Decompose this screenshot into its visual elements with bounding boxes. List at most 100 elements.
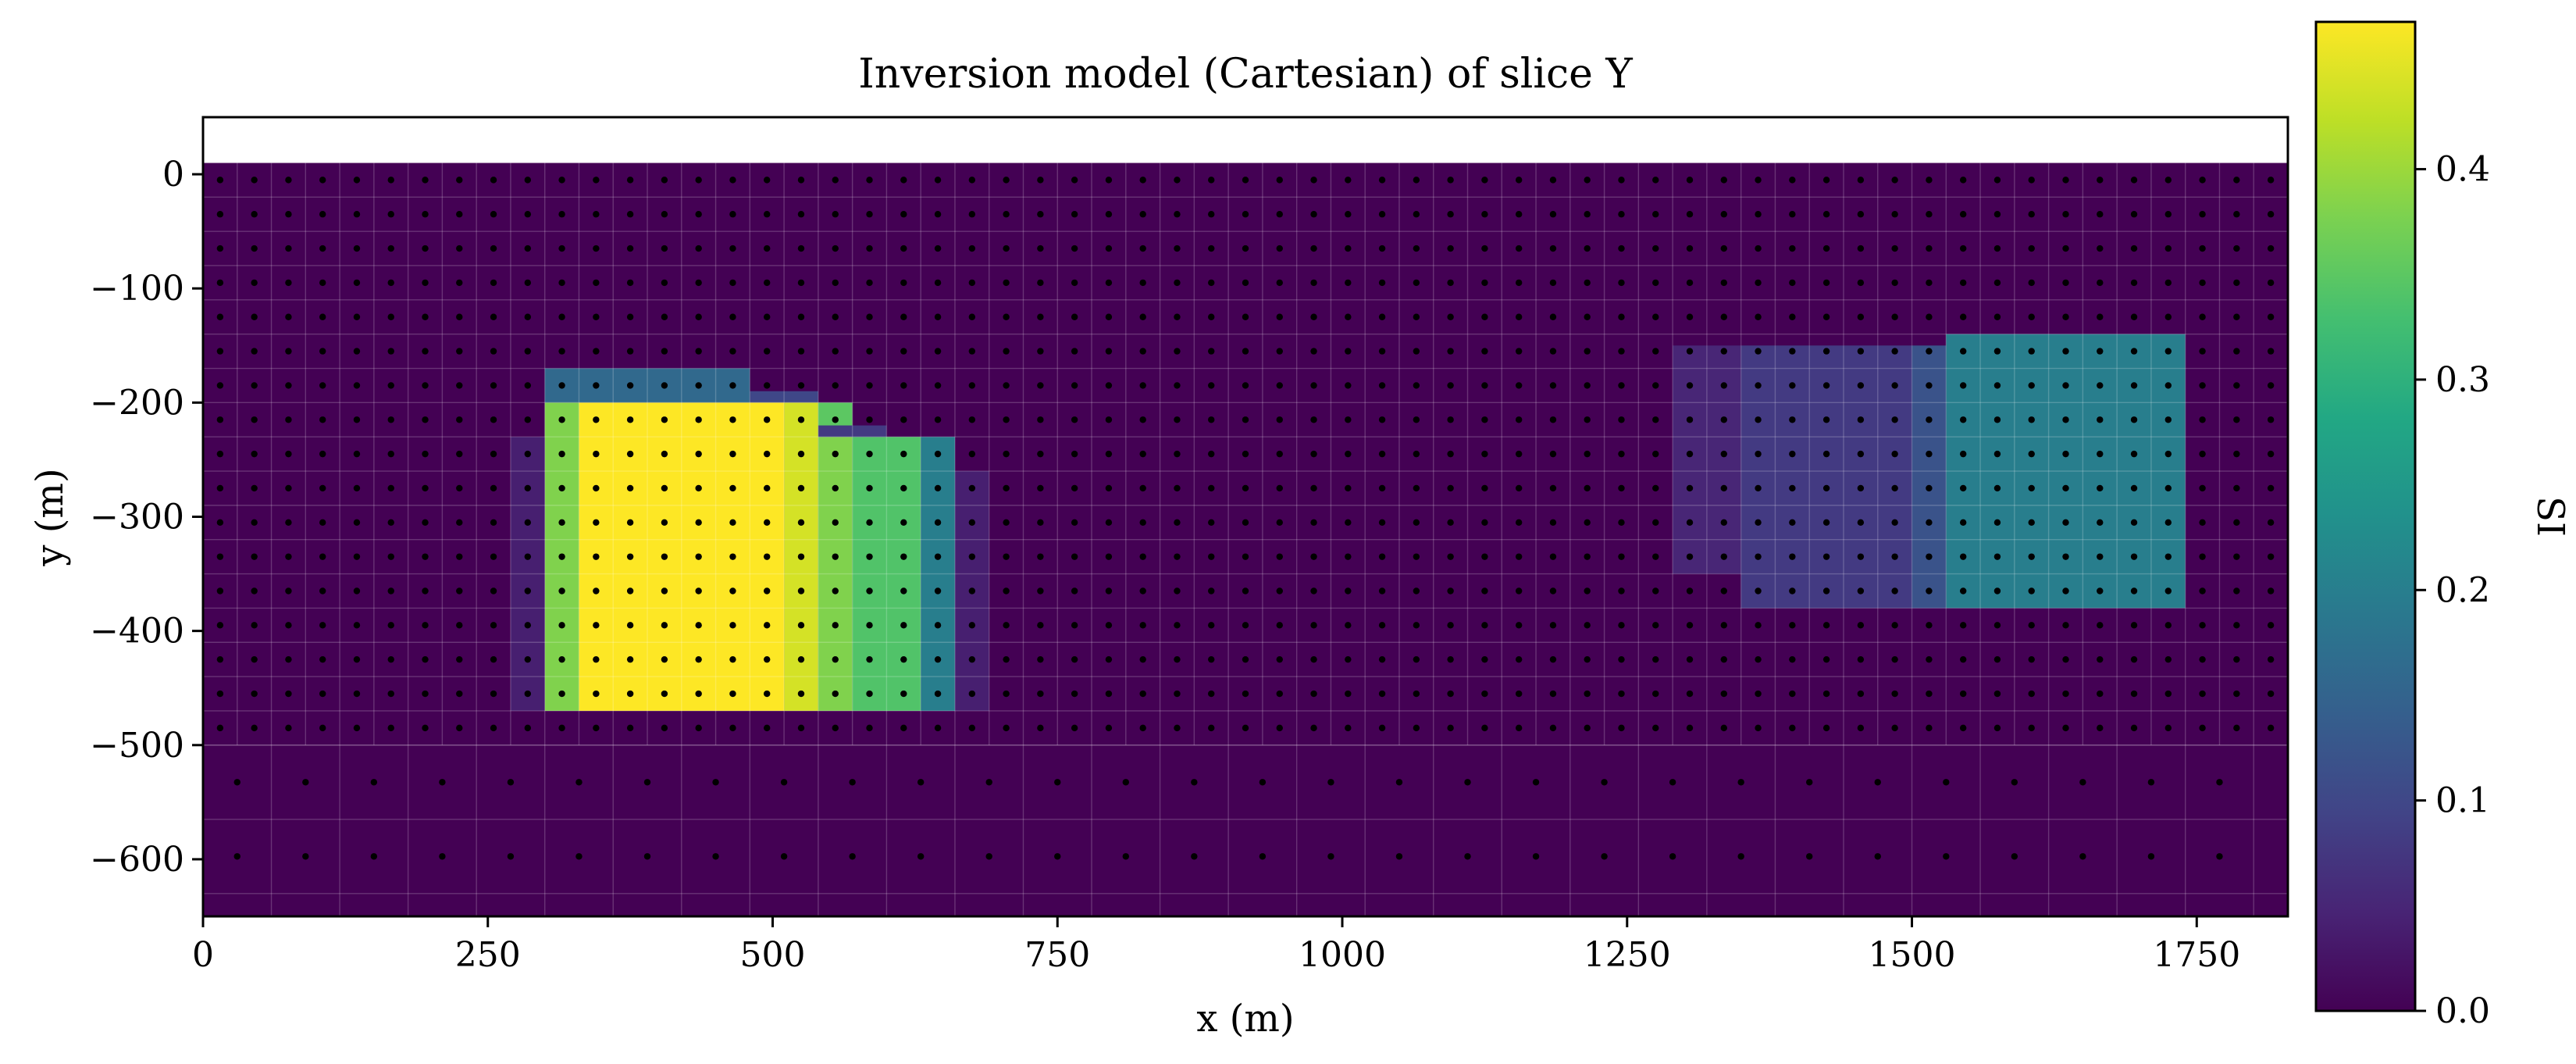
fine-cell-center-dot (1105, 416, 1113, 423)
fine-cell-center-dot (2062, 416, 2069, 423)
fine-cell-center-dot (2130, 484, 2138, 492)
fine-cell-center-dot (353, 587, 361, 594)
fine-cell-center-dot (1618, 177, 1625, 184)
fine-cell-center-dot (2028, 450, 2035, 458)
fine-cell-center-dot (695, 177, 702, 184)
fine-cell-center-dot (558, 519, 565, 527)
fine-cell-center-dot (900, 622, 907, 629)
fine-cell-center-dot (1345, 279, 1352, 287)
fine-cell-center-dot (797, 245, 805, 252)
fine-cell-center-dot (866, 313, 873, 320)
fine-cell-center-dot (1242, 416, 1249, 423)
fine-cell-center-dot (1618, 211, 1625, 218)
fine-cell-center-dot (1003, 348, 1010, 355)
fine-cell-center-dot (490, 484, 497, 492)
fine-cell-center-dot (456, 724, 463, 732)
fine-cell-center-dot (1071, 622, 1078, 629)
fine-cell-center-dot (1720, 177, 1727, 184)
fine-cell-center-dot (2097, 211, 2104, 218)
fine-cell-center-dot (1584, 450, 1591, 458)
fine-cell-center-dot (1891, 622, 1898, 629)
fine-cell-center-dot (1584, 313, 1591, 320)
fine-cell-center-dot (1652, 587, 1659, 594)
fine-cell-center-dot (1481, 245, 1488, 252)
fine-cell-center-dot (1139, 450, 1146, 458)
fine-cell-center-dot (1413, 690, 1420, 698)
fine-cell-center-dot (832, 587, 839, 594)
fine-cell-center-dot (1003, 587, 1010, 594)
fine-cell-center-dot (2164, 211, 2172, 218)
fine-cell-center-dot (1789, 690, 1796, 698)
fine-cell-center-dot (1549, 177, 1557, 184)
fine-cell-center-dot (1584, 690, 1591, 698)
fine-cell-center-dot (900, 450, 907, 458)
fine-cell-center-dot (1345, 622, 1352, 629)
fine-cell-center-dot (797, 177, 805, 184)
fine-cell-center-dot (1652, 484, 1659, 492)
fine-cell-center-dot (1755, 177, 1762, 184)
fine-cell-center-dot (934, 279, 942, 287)
fine-cell-center-dot (524, 622, 532, 629)
fine-cell-center-dot (1755, 245, 1762, 252)
fine-cell-center-dot (1993, 484, 2001, 492)
fine-cell-center-dot (593, 279, 600, 287)
fine-cell-center-dot (1413, 348, 1420, 355)
fine-cell-center-dot (1345, 211, 1352, 218)
fine-cell-center-dot (1071, 587, 1078, 594)
fine-cell-center-dot (1686, 519, 1694, 527)
fine-cell-center-dot (1378, 655, 1386, 663)
fine-cell-center-dot (934, 348, 942, 355)
fine-cell-center-dot (2062, 279, 2069, 287)
fine-cell-center-dot (832, 484, 839, 492)
fine-cell-center-dot (593, 655, 600, 663)
fine-cell-center-dot (558, 382, 565, 389)
fine-cell-center-dot (1959, 416, 1967, 423)
fine-cell-center-dot (934, 211, 942, 218)
fine-cell-center-dot (866, 690, 873, 698)
fine-cell-center-dot (2028, 519, 2035, 527)
fine-cell-center-dot (524, 416, 532, 423)
fine-cell-center-dot (1926, 484, 1933, 492)
fine-cell-center-dot (661, 382, 668, 389)
fine-cell-center-dot (1549, 484, 1557, 492)
fine-cell-center-dot (490, 622, 497, 629)
fine-cell-center-dot (764, 655, 771, 663)
fine-cell-center-dot (490, 587, 497, 594)
fine-cell-center-dot (1857, 553, 1865, 560)
fine-cell-center-dot (285, 655, 292, 663)
fine-cell-center-dot (1242, 690, 1249, 698)
fine-cell-center-dot (2028, 553, 2035, 560)
fine-cell-center-dot (1686, 348, 1694, 355)
fine-cell-center-dot (2164, 279, 2172, 287)
fine-cell-center-dot (1208, 724, 1215, 732)
fine-cell-center-dot (2199, 519, 2206, 527)
fine-cell-center-dot (1242, 348, 1249, 355)
coarse-cell-center-dot (2011, 779, 2018, 786)
fine-cell-center-dot (1618, 416, 1625, 423)
fine-cell-center-dot (1822, 450, 1830, 458)
fine-cell-center-dot (387, 279, 394, 287)
fine-cell-center-dot (1857, 622, 1865, 629)
fine-cell-center-dot (2062, 553, 2069, 560)
fine-cell-center-dot (2199, 655, 2206, 663)
fine-cell-center-dot (1789, 313, 1796, 320)
fine-cell-center-dot (2233, 279, 2240, 287)
fine-cell-center-dot (285, 416, 292, 423)
fine-cell-center-dot (1139, 279, 1146, 287)
fine-cell-center-dot (1584, 177, 1591, 184)
fine-cell-center-dot (456, 382, 463, 389)
coarse-cell-center-dot (2079, 779, 2086, 786)
fine-cell-center-dot (1926, 724, 1933, 732)
fine-cell-center-dot (1993, 245, 2001, 252)
fine-cell-center-dot (1857, 416, 1865, 423)
fine-cell-center-dot (422, 622, 429, 629)
fine-cell-center-dot (524, 177, 532, 184)
fine-cell-center-dot (1549, 211, 1557, 218)
fine-cell-center-dot (797, 553, 805, 560)
fine-cell-center-dot (1345, 553, 1352, 560)
fine-cell-center-dot (2267, 382, 2275, 389)
fine-cell-center-dot (1378, 450, 1386, 458)
fine-cell-center-dot (2028, 245, 2035, 252)
fine-cell-center-dot (1686, 177, 1694, 184)
fine-cell-center-dot (1515, 484, 1523, 492)
